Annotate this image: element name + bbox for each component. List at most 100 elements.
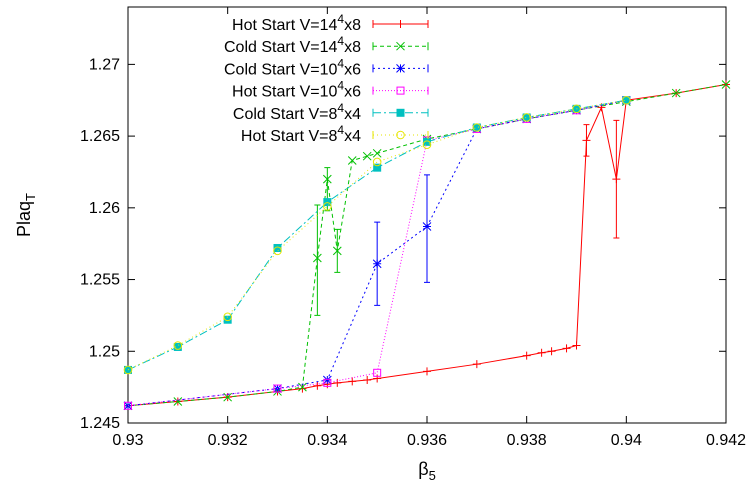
legend-label-sup: 4 xyxy=(337,79,344,93)
axis-ticks: 0.93 0.932 0.934 0.936 0.938 0.94 0.942 1.245 1.… xyxy=(80,7,746,449)
y-tick-label: 1.26 xyxy=(89,200,120,217)
data-point xyxy=(582,136,591,145)
legend-label-suffix: x6 xyxy=(344,61,361,78)
legend-entry: Cold Start V=104x6 xyxy=(224,56,429,78)
data-point xyxy=(323,202,332,211)
data-point xyxy=(348,377,357,386)
x-tick-label: 0.938 xyxy=(507,432,547,449)
data-point xyxy=(322,375,332,385)
data-point xyxy=(423,367,431,376)
y-tick-label: 1.25 xyxy=(89,343,120,360)
x-tick-label: 0.93 xyxy=(112,432,143,449)
data-point xyxy=(124,401,132,410)
data-point xyxy=(173,397,183,406)
legend-label-sup: 4 xyxy=(337,101,344,115)
data-point xyxy=(322,174,332,184)
series-line xyxy=(127,83,727,407)
data-point xyxy=(313,381,322,390)
data-point xyxy=(323,198,332,207)
data-point xyxy=(472,360,481,369)
legend-label-sup: 4 xyxy=(337,123,344,137)
data-point xyxy=(323,378,332,387)
legend-marker xyxy=(396,130,405,140)
data-point xyxy=(423,137,431,146)
data-point xyxy=(612,175,621,184)
legend-label-sup: 4 xyxy=(337,56,344,70)
legend-label: Cold Start V=144x8 xyxy=(224,34,361,56)
legend-label-suffix: x8 xyxy=(344,17,361,34)
legend-entry: Cold Start V=84x4 xyxy=(233,101,429,123)
legend-label-sup: 4 xyxy=(337,34,344,48)
legend-label-main: Cold Start V=14 xyxy=(224,39,338,56)
legend-entry: Hot Start V=104x6 xyxy=(232,79,429,101)
legend-label-main: Hot Start V=8 xyxy=(241,128,338,145)
legend-label-main: Hot Start V=10 xyxy=(232,84,337,101)
legend-swatch-ends xyxy=(372,131,429,139)
y-axis-label-main: Plaq xyxy=(14,201,34,237)
legend-label: Hot Start V=84x4 xyxy=(241,123,361,145)
legend-label: Cold Start V=84x4 xyxy=(233,101,361,123)
data-point xyxy=(622,95,631,105)
data-point xyxy=(422,222,432,231)
y-tick-label: 1.265 xyxy=(80,128,120,145)
legend-label: Hot Start V=144x8 xyxy=(232,12,361,34)
y-axis-label: PlaqT xyxy=(14,193,38,237)
x-tick-label: 0.932 xyxy=(208,432,248,449)
legend-entry: Hot Start V=84x4 xyxy=(241,123,429,145)
data-point xyxy=(298,382,307,392)
data-point xyxy=(223,392,233,402)
legend-label-suffix: x4 xyxy=(344,128,361,145)
y-tick-label: 1.27 xyxy=(89,56,120,73)
data-point xyxy=(223,312,232,322)
data-point xyxy=(273,384,282,393)
data-point xyxy=(547,347,556,356)
data-point xyxy=(347,156,357,165)
legend-entry: Cold Start V=144x8 xyxy=(224,34,429,56)
legend-swatch-ends xyxy=(372,20,429,28)
data-point xyxy=(373,163,382,172)
data-point xyxy=(223,315,232,324)
legend-label: Hot Start V=104x6 xyxy=(232,79,361,101)
y-axis-label-sub: T xyxy=(23,193,38,201)
legend-label-suffix: x6 xyxy=(344,84,361,101)
y-tick-label: 1.255 xyxy=(80,272,120,289)
legend-label-main: Cold Start V=8 xyxy=(233,106,338,123)
legend-marker xyxy=(396,108,405,117)
data-point xyxy=(173,341,183,350)
data-point xyxy=(333,378,342,387)
data-point xyxy=(123,365,133,375)
data-point xyxy=(363,375,372,384)
data-point xyxy=(671,88,681,98)
data-point xyxy=(422,140,432,150)
legend-swatch-ends xyxy=(372,86,429,95)
x-axis-label: β5 xyxy=(418,459,436,483)
legend-label: Cold Start V=104x6 xyxy=(224,56,361,78)
data-point xyxy=(572,341,581,350)
data-point xyxy=(362,151,372,161)
legend-marker xyxy=(396,20,405,28)
x-tick-label: 0.94 xyxy=(611,432,642,449)
legend-marker xyxy=(396,64,405,73)
legend-label-main: Hot Start V=14 xyxy=(232,17,337,34)
data-point xyxy=(472,123,482,132)
legend-swatch-ends xyxy=(372,108,429,117)
legend-marker xyxy=(396,86,405,95)
y-tick-label: 1.245 xyxy=(80,415,120,432)
legend-label-main: Cold Start V=10 xyxy=(224,61,338,78)
data-point xyxy=(572,104,581,114)
x-tick-label: 0.942 xyxy=(706,432,746,449)
data-point xyxy=(373,374,382,383)
data-point xyxy=(373,368,382,377)
x-axis-label-sub: 5 xyxy=(429,468,436,483)
legend-label-suffix: x4 xyxy=(344,106,361,123)
data-point xyxy=(372,259,382,269)
data-point xyxy=(522,113,531,122)
series-line xyxy=(127,83,727,407)
series-3 xyxy=(123,95,631,411)
data-point xyxy=(537,348,546,357)
data-point xyxy=(562,344,571,353)
legend-swatch-ends xyxy=(372,42,429,51)
legend-swatch-ends xyxy=(372,64,429,73)
